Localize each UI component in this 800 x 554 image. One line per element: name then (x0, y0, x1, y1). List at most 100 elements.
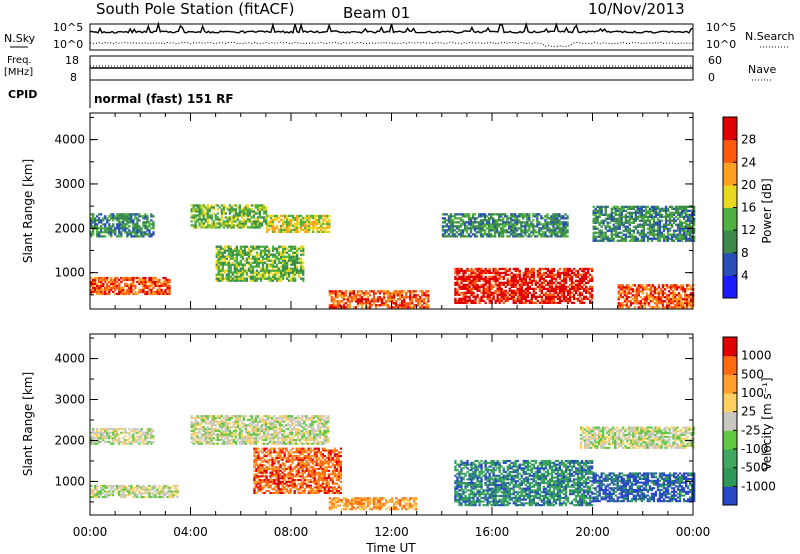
echo-cell (465, 229, 469, 232)
echo-cell (522, 295, 525, 298)
echo-cell (292, 247, 295, 250)
echo-cell (522, 215, 525, 218)
echo-cell (504, 229, 507, 232)
echo-cell (524, 213, 527, 216)
echo-cell (405, 304, 408, 307)
echo-cell (459, 219, 463, 222)
echo-cell (626, 205, 629, 208)
echo-cell (558, 297, 562, 300)
echo-cell (592, 235, 595, 238)
echo-cell (330, 300, 333, 303)
echo-cell (393, 296, 396, 299)
echo-cell (550, 295, 554, 298)
echo-cell (530, 221, 533, 224)
echo-cell (262, 212, 266, 215)
echo-cell (142, 231, 145, 234)
echo-cell (634, 235, 637, 238)
echo-cell (150, 428, 153, 431)
echo-cell (634, 205, 637, 208)
echo-cell (96, 225, 99, 228)
echo-cell (219, 277, 222, 280)
echo-cell (644, 205, 648, 208)
echo-cell (166, 292, 169, 296)
echo-cell (532, 301, 535, 304)
echo-cell (566, 271, 570, 275)
echo-cell (148, 292, 151, 296)
echo-cell (234, 214, 237, 217)
echo-cell (106, 288, 109, 292)
echo-cell (656, 213, 660, 216)
echo-cell (265, 267, 269, 270)
echo-cell (460, 275, 463, 278)
echo-cell (682, 215, 686, 218)
echo-cell (451, 233, 455, 236)
echo-cell (292, 277, 295, 280)
echo-cell (528, 223, 531, 226)
echo-cell (264, 212, 268, 215)
echo-cell (558, 229, 561, 232)
echo-cell (492, 293, 495, 296)
echo-cell (641, 288, 644, 291)
echo-cell (494, 279, 497, 282)
echo-cell (660, 213, 664, 216)
echo-cell (617, 290, 620, 293)
echo-cell (480, 273, 483, 276)
echo-cell (669, 292, 673, 295)
echo-cell (240, 212, 244, 215)
echo-cell (246, 214, 250, 217)
echo-cell (354, 306, 358, 309)
echo-cell (687, 219, 690, 222)
echo-cell (626, 221, 629, 224)
echo-cell (108, 219, 111, 222)
echo-cell (678, 205, 682, 208)
echo-cell (223, 255, 226, 258)
echo-cell (290, 259, 293, 262)
echo-cell (244, 210, 248, 213)
echo-cell (192, 428, 195, 431)
echo-cell (114, 215, 117, 218)
echo-cell (138, 278, 141, 282)
echo-cell (591, 295, 594, 298)
echo-cell (249, 275, 253, 278)
echo-cell (372, 296, 376, 299)
echo-cell (530, 235, 533, 238)
echo-cell (552, 217, 555, 220)
echo-cell (415, 290, 418, 293)
echo-cell (212, 222, 215, 225)
echo-cell (241, 253, 245, 256)
echo-cell (656, 231, 660, 234)
echo-cell (528, 301, 531, 304)
echo-cell (172, 492, 175, 495)
echo-cell (540, 217, 543, 220)
echo-cell (104, 290, 107, 294)
echo-cell (688, 302, 691, 305)
echo-cell (239, 251, 242, 254)
echo-cell (228, 210, 231, 213)
echo-cell (257, 253, 261, 256)
echo-cell (294, 228, 297, 231)
echo-cell (536, 219, 539, 222)
echo-cell (239, 263, 242, 266)
echo-cell (302, 247, 305, 250)
echo-cell (666, 219, 670, 222)
echo-cell (104, 280, 107, 284)
echo-cell (506, 297, 509, 300)
echo-cell (502, 225, 505, 228)
echo-cell (312, 216, 315, 220)
echo-cell (150, 488, 153, 491)
echo-cell (500, 215, 503, 218)
echo-cell (494, 275, 497, 278)
echo-cell (574, 287, 578, 290)
echo-cell (120, 490, 123, 493)
echo-cell (486, 271, 489, 275)
echo-cell (296, 247, 299, 250)
echo-cell (649, 290, 653, 293)
echo-cell (528, 271, 531, 275)
echo-cell (230, 222, 233, 225)
echo-cell (308, 214, 311, 218)
echo-cell (304, 222, 307, 226)
echo-cell (528, 233, 531, 236)
echo-cell (690, 304, 693, 307)
echo-cell (508, 293, 511, 296)
echo-cell (621, 284, 624, 287)
